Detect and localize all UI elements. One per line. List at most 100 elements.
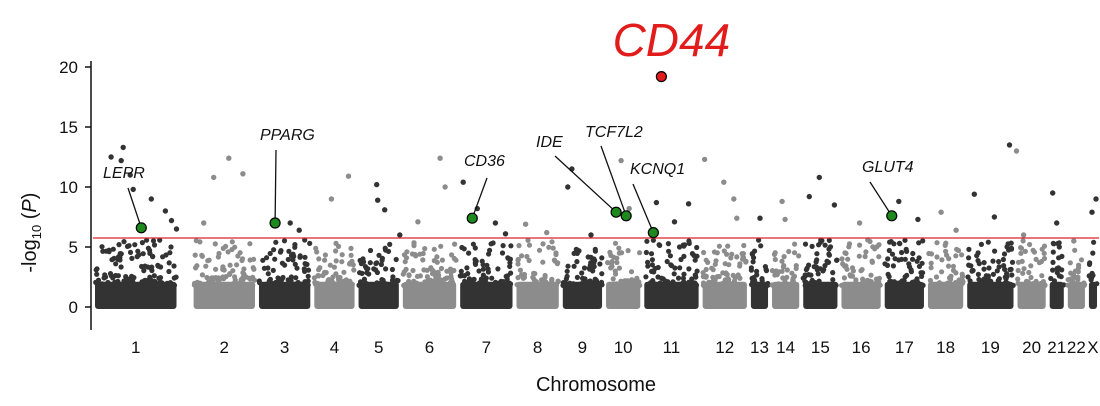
chromosome-label: 22: [1067, 338, 1086, 357]
snp-point: [592, 246, 598, 252]
snp-point: [859, 267, 865, 273]
snp-point: [479, 258, 485, 264]
snp-point: [478, 276, 484, 282]
x-axis-title: Chromosome: [536, 374, 656, 396]
snp-point: [830, 277, 836, 283]
snp-point: [808, 280, 814, 286]
snp-point: [919, 273, 925, 279]
snp-point: [579, 270, 585, 276]
snp-point: [645, 282, 651, 288]
snp-point: [670, 279, 676, 285]
snp-point: [839, 256, 845, 262]
snp-point: [203, 263, 209, 269]
snp-point: [272, 256, 278, 262]
snp-point: [681, 243, 687, 249]
snp-point: [1071, 238, 1077, 244]
snp-point: [853, 282, 860, 288]
hit-point: [620, 210, 632, 222]
snp-point: [693, 282, 700, 288]
snp-point: [886, 247, 892, 254]
snp-point: [132, 242, 138, 248]
snp-point: [1039, 273, 1045, 279]
chromosome-label: 20: [1022, 338, 1041, 357]
snp-point: [116, 242, 122, 248]
snp-point: [314, 249, 320, 255]
snp-point: [757, 215, 763, 221]
chromosome-label: 21: [1047, 338, 1066, 357]
snp-point: [938, 209, 944, 215]
snp-point: [139, 240, 145, 246]
snp-point: [393, 280, 399, 286]
snp-point: [297, 253, 303, 259]
snp-point: [1028, 274, 1034, 281]
snp-point: [841, 275, 848, 281]
snp-point: [526, 257, 532, 264]
snp-point: [716, 243, 723, 249]
snp-point: [173, 226, 180, 232]
snp-point: [939, 269, 945, 275]
snp-point: [247, 241, 253, 247]
snp-point: [1056, 244, 1062, 250]
snp-point: [150, 254, 156, 260]
snp-point: [229, 239, 235, 245]
snp-point: [776, 281, 782, 287]
snp-point: [380, 277, 386, 283]
snp-point: [648, 251, 655, 257]
snp-point: [849, 273, 856, 279]
snp-point: [1065, 277, 1071, 283]
snp-point: [1009, 259, 1016, 265]
snp-point: [1041, 282, 1048, 288]
snp-point: [725, 243, 731, 249]
snp-point: [976, 261, 982, 267]
snp-point: [1056, 240, 1062, 246]
snp-point: [212, 241, 218, 247]
snp-point: [614, 281, 620, 287]
snp-point: [564, 273, 570, 279]
snp-point: [759, 277, 765, 284]
snp-point: [816, 242, 822, 248]
snp-point: [461, 246, 467, 252]
hit-point: [610, 206, 622, 218]
snp-point: [813, 259, 819, 265]
snp-point: [728, 281, 734, 287]
snp-point: [247, 257, 253, 263]
snp-point: [758, 282, 764, 288]
snp-point: [442, 276, 448, 282]
snp-point: [966, 255, 972, 261]
snp-point: [227, 262, 233, 268]
snp-point: [990, 258, 996, 264]
snp-point: [928, 265, 934, 271]
y-axis-title-suffix: (: [19, 212, 41, 225]
snp-point: [928, 251, 935, 257]
snp-point: [489, 282, 495, 288]
snp-point: [431, 258, 437, 264]
snp-point: [281, 238, 288, 244]
snp-point: [664, 258, 670, 265]
snp-point: [232, 277, 238, 283]
chromosome-snp-band: [841, 281, 881, 309]
snp-point: [1015, 281, 1022, 287]
snp-point: [616, 245, 622, 251]
hit-point: [269, 217, 281, 229]
snp-point: [107, 271, 114, 277]
snp-point: [974, 253, 980, 259]
snp-point: [914, 258, 920, 264]
snp-point: [975, 271, 982, 277]
snp-point: [476, 268, 482, 274]
snp-point: [853, 277, 859, 283]
snp-point: [713, 258, 719, 264]
snp-point: [996, 264, 1002, 270]
chromosome-snp-band: [884, 281, 924, 309]
snp-point: [156, 275, 162, 281]
snp-point: [155, 263, 161, 269]
snp-point: [517, 267, 524, 273]
snp-point: [361, 259, 367, 265]
snp-point: [782, 279, 788, 285]
y-axis-title-close: ): [19, 193, 41, 200]
snp-point: [484, 262, 490, 268]
snp-point: [613, 271, 619, 277]
snp-point: [802, 272, 808, 278]
snp-point: [171, 263, 177, 269]
snp-point: [114, 282, 120, 288]
snp-point: [822, 242, 828, 248]
